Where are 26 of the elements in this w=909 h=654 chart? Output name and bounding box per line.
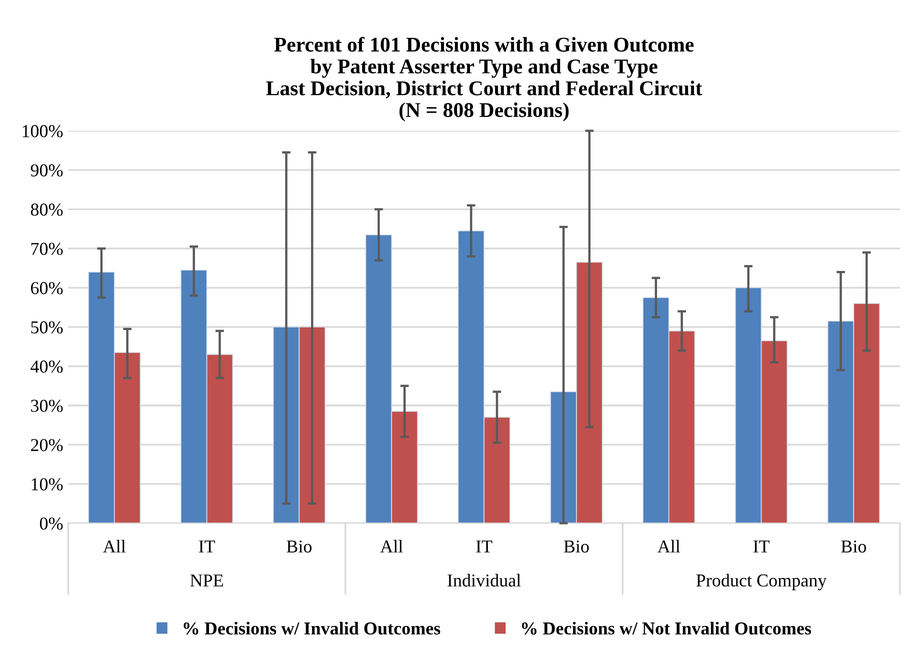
y-tick-label: 40% [30, 360, 63, 373]
text: NPE [190, 574, 223, 586]
x-tick-label: IT [198, 540, 216, 552]
y-tick-label: 30% [31, 400, 63, 412]
y-tick-label: 0% [40, 517, 63, 530]
x-tick-label: IT [476, 540, 492, 552]
x-tick-label: Bio [564, 540, 589, 553]
x-tick-label: Bio [841, 540, 866, 553]
x-tick-label: Bio [286, 540, 312, 553]
legend-label: % Decisions w/ Not Invalid Outcomes [522, 622, 812, 635]
text: Product Company [696, 574, 827, 590]
legend-label: % Decisions w/ Invalid Outcomes [184, 622, 440, 635]
x-tick-label: All [658, 540, 680, 552]
y-tick-label: 90% [30, 164, 63, 177]
x-tick-label: All [103, 540, 126, 552]
y-tick-label: 50% [31, 321, 63, 334]
y-tick-label: 100% [22, 125, 63, 138]
x-tick-label: IT [753, 540, 770, 552]
y-tick-label: 10% [32, 478, 63, 490]
chart-title: Percent of 101 Decisions with a Given Outcome by Patent Asserter Type and Case Type Last Decision, District Court and Federal Circuit (N = 808 Decisions) [266, 36, 702, 122]
x-tick-label: All [380, 540, 403, 552]
text: Individual [448, 574, 521, 587]
y-tick-label: 80% [30, 204, 63, 216]
y-tick-label: 60% [30, 282, 63, 294]
y-tick-label: 20% [31, 438, 63, 452]
y-tick-label: 70% [31, 242, 63, 256]
